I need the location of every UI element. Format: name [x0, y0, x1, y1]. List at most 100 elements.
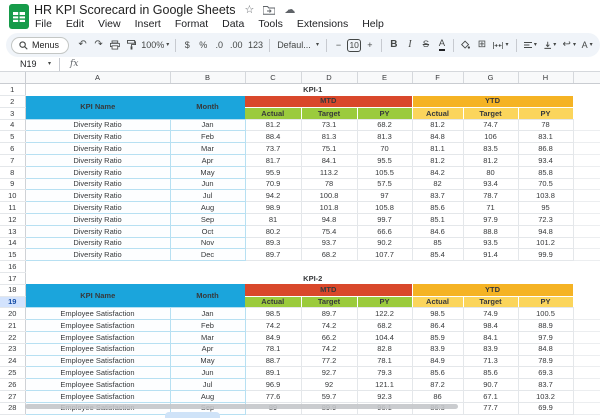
value-cell[interactable]: 84.6 — [412, 225, 464, 238]
value-cell[interactable]: 85.9 — [412, 331, 464, 344]
ytd-sub-header[interactable]: Actual — [412, 296, 464, 309]
row-header-1[interactable]: 1 — [0, 83, 26, 97]
value-cell[interactable]: 121.1 — [357, 378, 413, 392]
print-button[interactable] — [107, 36, 123, 54]
font-size-input[interactable]: 10 — [346, 38, 362, 52]
cell[interactable] — [573, 319, 600, 333]
mtd-sub-header[interactable]: Actual — [245, 107, 302, 120]
kpi-name-cell[interactable]: Diversity Ratio — [25, 201, 171, 215]
mtd-header[interactable]: MTD — [245, 95, 413, 108]
kpi-name-cell[interactable]: Employee Satisfaction — [25, 319, 171, 333]
fx-label[interactable]: fx — [70, 59, 79, 69]
value-cell[interactable]: 79.3 — [357, 366, 413, 380]
month-cell[interactable]: Apr — [170, 154, 246, 167]
value-cell[interactable]: 70.9 — [245, 178, 302, 191]
row-header-13[interactable]: 13 — [0, 225, 26, 238]
caret-down-icon[interactable]: ▾ — [48, 61, 52, 67]
column-header-G[interactable]: G — [463, 72, 519, 85]
value-cell[interactable]: 73.7 — [245, 142, 302, 156]
increase-decimal-button[interactable]: .00 — [230, 39, 243, 50]
value-cell[interactable]: 78.1 — [245, 343, 302, 356]
value-cell[interactable]: 84.9 — [245, 331, 302, 344]
kpi-name-cell[interactable]: Diversity Ratio — [25, 178, 171, 191]
value-cell[interactable]: 88.7 — [245, 355, 302, 368]
text-color-button[interactable]: A — [434, 36, 449, 54]
value-cell[interactable]: 57.5 — [357, 178, 413, 191]
row-header-11[interactable]: 11 — [0, 201, 26, 215]
column-header-F[interactable]: F — [412, 72, 464, 85]
value-cell[interactable]: 85.6 — [412, 366, 464, 380]
value-cell[interactable]: 83.1 — [518, 130, 574, 144]
value-cell[interactable]: 90.7 — [463, 378, 519, 392]
row-header-16[interactable]: 16 — [0, 260, 26, 274]
kpi-name-cell[interactable]: Employee Satisfaction — [25, 343, 171, 356]
kpi-name-cell[interactable]: Employee Satisfaction — [25, 331, 171, 344]
row-header-3[interactable]: 3 — [0, 107, 26, 120]
value-cell[interactable]: 78.9 — [518, 355, 574, 368]
value-cell[interactable]: 98.9 — [245, 201, 302, 215]
value-cell[interactable]: 66.6 — [357, 225, 413, 238]
value-cell[interactable]: 95 — [518, 201, 574, 215]
month-cell[interactable]: Jun — [170, 366, 246, 380]
value-cell[interactable]: 84.1 — [463, 331, 519, 344]
column-header-B[interactable]: B — [170, 72, 246, 85]
merge-cells-button[interactable]: ▾ — [490, 36, 511, 54]
value-cell[interactable]: 68.2 — [357, 319, 413, 333]
value-cell[interactable]: 73.1 — [301, 119, 358, 132]
value-cell[interactable]: 101.2 — [518, 237, 574, 250]
month-cell[interactable]: May — [170, 355, 246, 368]
row-header-7[interactable]: 7 — [0, 154, 26, 167]
value-cell[interactable]: 85.8 — [518, 166, 574, 179]
column-header-C[interactable]: C — [245, 72, 302, 85]
menu-item-view[interactable]: View — [98, 18, 121, 30]
row-header-14[interactable]: 14 — [0, 237, 26, 250]
value-cell[interactable]: 88.9 — [518, 319, 574, 333]
value-cell[interactable]: 77.6 — [245, 390, 302, 403]
month-cell[interactable]: Mar — [170, 331, 246, 344]
value-cell[interactable]: 85 — [412, 237, 464, 250]
value-cell[interactable]: 81 — [245, 213, 302, 226]
value-cell[interactable]: 105.5 — [357, 166, 413, 179]
row-header-27[interactable]: 27 — [0, 390, 26, 403]
value-cell[interactable]: 99.9 — [518, 248, 574, 262]
row-header-15[interactable]: 15 — [0, 248, 26, 262]
row-header-4[interactable]: 4 — [0, 119, 26, 132]
value-cell[interactable]: 103.2 — [518, 390, 574, 403]
value-cell[interactable]: 86.4 — [412, 319, 464, 333]
value-cell[interactable]: 81.2 — [412, 154, 464, 167]
ytd-sub-header[interactable]: PY — [518, 107, 574, 120]
cell[interactable] — [573, 189, 600, 203]
value-cell[interactable]: 94.8 — [518, 225, 574, 238]
cell[interactable] — [573, 366, 600, 380]
cell[interactable] — [573, 343, 600, 356]
row-header-23[interactable]: 23 — [0, 343, 26, 356]
text-wrap-button[interactable]: ↩ ▾ — [560, 36, 578, 54]
cell[interactable] — [573, 119, 600, 132]
value-cell[interactable]: 83.7 — [412, 189, 464, 203]
value-cell[interactable]: 97.9 — [518, 331, 574, 344]
ytd-header[interactable]: YTD — [412, 284, 574, 297]
row-header-5[interactable]: 5 — [0, 130, 26, 144]
value-cell[interactable]: 93.5 — [463, 237, 519, 250]
kpi-name-cell[interactable]: Diversity Ratio — [25, 225, 171, 238]
fill-color-button[interactable] — [458, 36, 473, 54]
row-header-26[interactable]: 26 — [0, 378, 26, 392]
kpi-name-cell[interactable]: Diversity Ratio — [25, 119, 171, 132]
value-cell[interactable]: 81.2 — [463, 154, 519, 167]
cell[interactable] — [573, 296, 600, 308]
menu-item-data[interactable]: Data — [222, 18, 245, 30]
value-cell[interactable]: 75.1 — [301, 142, 358, 156]
mtd-sub-header[interactable]: PY — [357, 296, 413, 309]
row-header-24[interactable]: 24 — [0, 355, 26, 368]
kpi-name-cell[interactable]: Diversity Ratio — [25, 166, 171, 179]
value-cell[interactable]: 69.9 — [518, 402, 574, 415]
value-cell[interactable]: 100.5 — [518, 307, 574, 321]
value-cell[interactable]: 105.8 — [357, 201, 413, 215]
value-cell[interactable]: 81.3 — [357, 130, 413, 144]
month-cell[interactable]: Jun — [170, 178, 246, 191]
ytd-sub-header[interactable]: Target — [463, 107, 519, 120]
value-cell[interactable]: 98.4 — [463, 319, 519, 333]
value-cell[interactable]: 85.6 — [463, 366, 519, 380]
star-icon[interactable]: ☆ — [244, 3, 255, 16]
value-cell[interactable]: 80 — [463, 166, 519, 179]
